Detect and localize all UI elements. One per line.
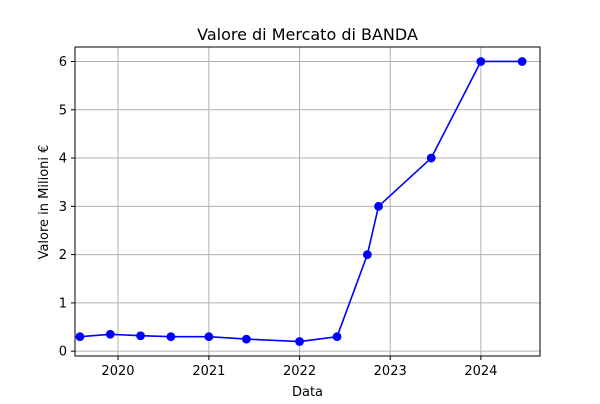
y-tick-label: 4 [59, 152, 67, 167]
y-tick-label: 5 [59, 103, 67, 118]
x-tick-label: 2020 [101, 364, 134, 379]
x-tick-label: 2023 [374, 364, 407, 379]
data-point [295, 337, 304, 346]
y-tick-label: 2 [59, 248, 67, 263]
data-point [136, 331, 145, 341]
data-point [204, 332, 214, 342]
chart-title: Valore di Mercato di BANDA [197, 25, 418, 44]
grid [75, 47, 540, 356]
plot-frame [74, 46, 541, 357]
data-point [75, 332, 85, 342]
x-tick-label: 2021 [192, 364, 225, 379]
data-point [362, 250, 372, 260]
x-tick-label: 2024 [464, 364, 497, 379]
data-point [241, 334, 251, 344]
data-point [476, 57, 486, 66]
data-point [105, 329, 115, 339]
series-line [79, 60, 523, 343]
ticks: 2020 2021 2022 2023 2024 0 1 2 3 4 5 6 [59, 55, 498, 379]
data-point [166, 332, 176, 342]
data-point [374, 201, 383, 211]
y-tick-label: 1 [59, 296, 67, 311]
x-tick-label: 2022 [283, 364, 316, 379]
y-axis-label: Valore in Milioni € [37, 145, 52, 260]
y-tick-label: 6 [59, 55, 67, 70]
data-point [517, 57, 527, 66]
data-point [426, 153, 436, 163]
y-tick-label: 0 [59, 345, 67, 360]
series-layer [75, 57, 527, 346]
data-point [332, 332, 342, 342]
x-axis-label: Data [292, 385, 323, 400]
y-tick-label: 3 [59, 200, 67, 215]
